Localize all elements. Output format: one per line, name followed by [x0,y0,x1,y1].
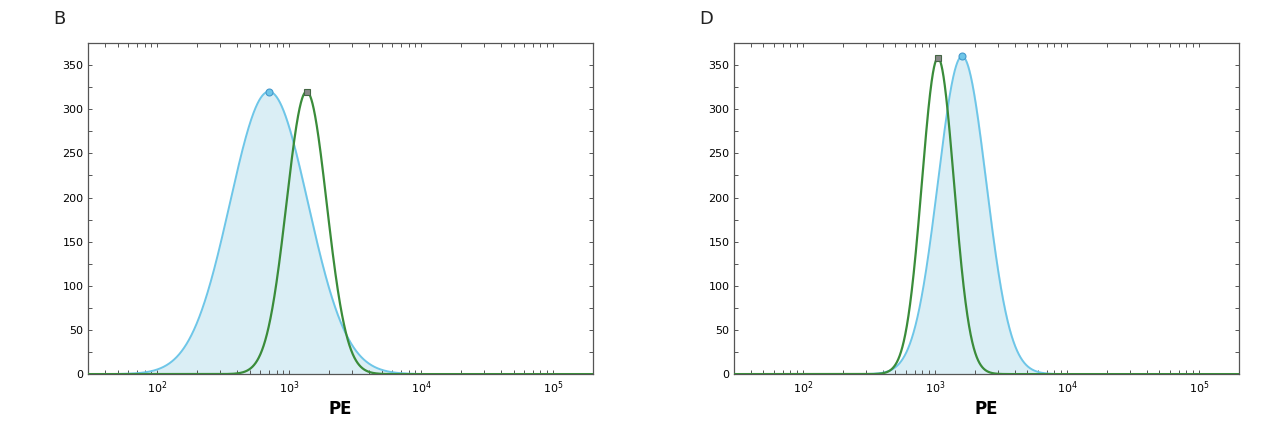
X-axis label: PE: PE [975,400,999,418]
Text: B: B [53,10,66,28]
X-axis label: PE: PE [329,400,353,418]
Text: D: D [699,10,713,28]
